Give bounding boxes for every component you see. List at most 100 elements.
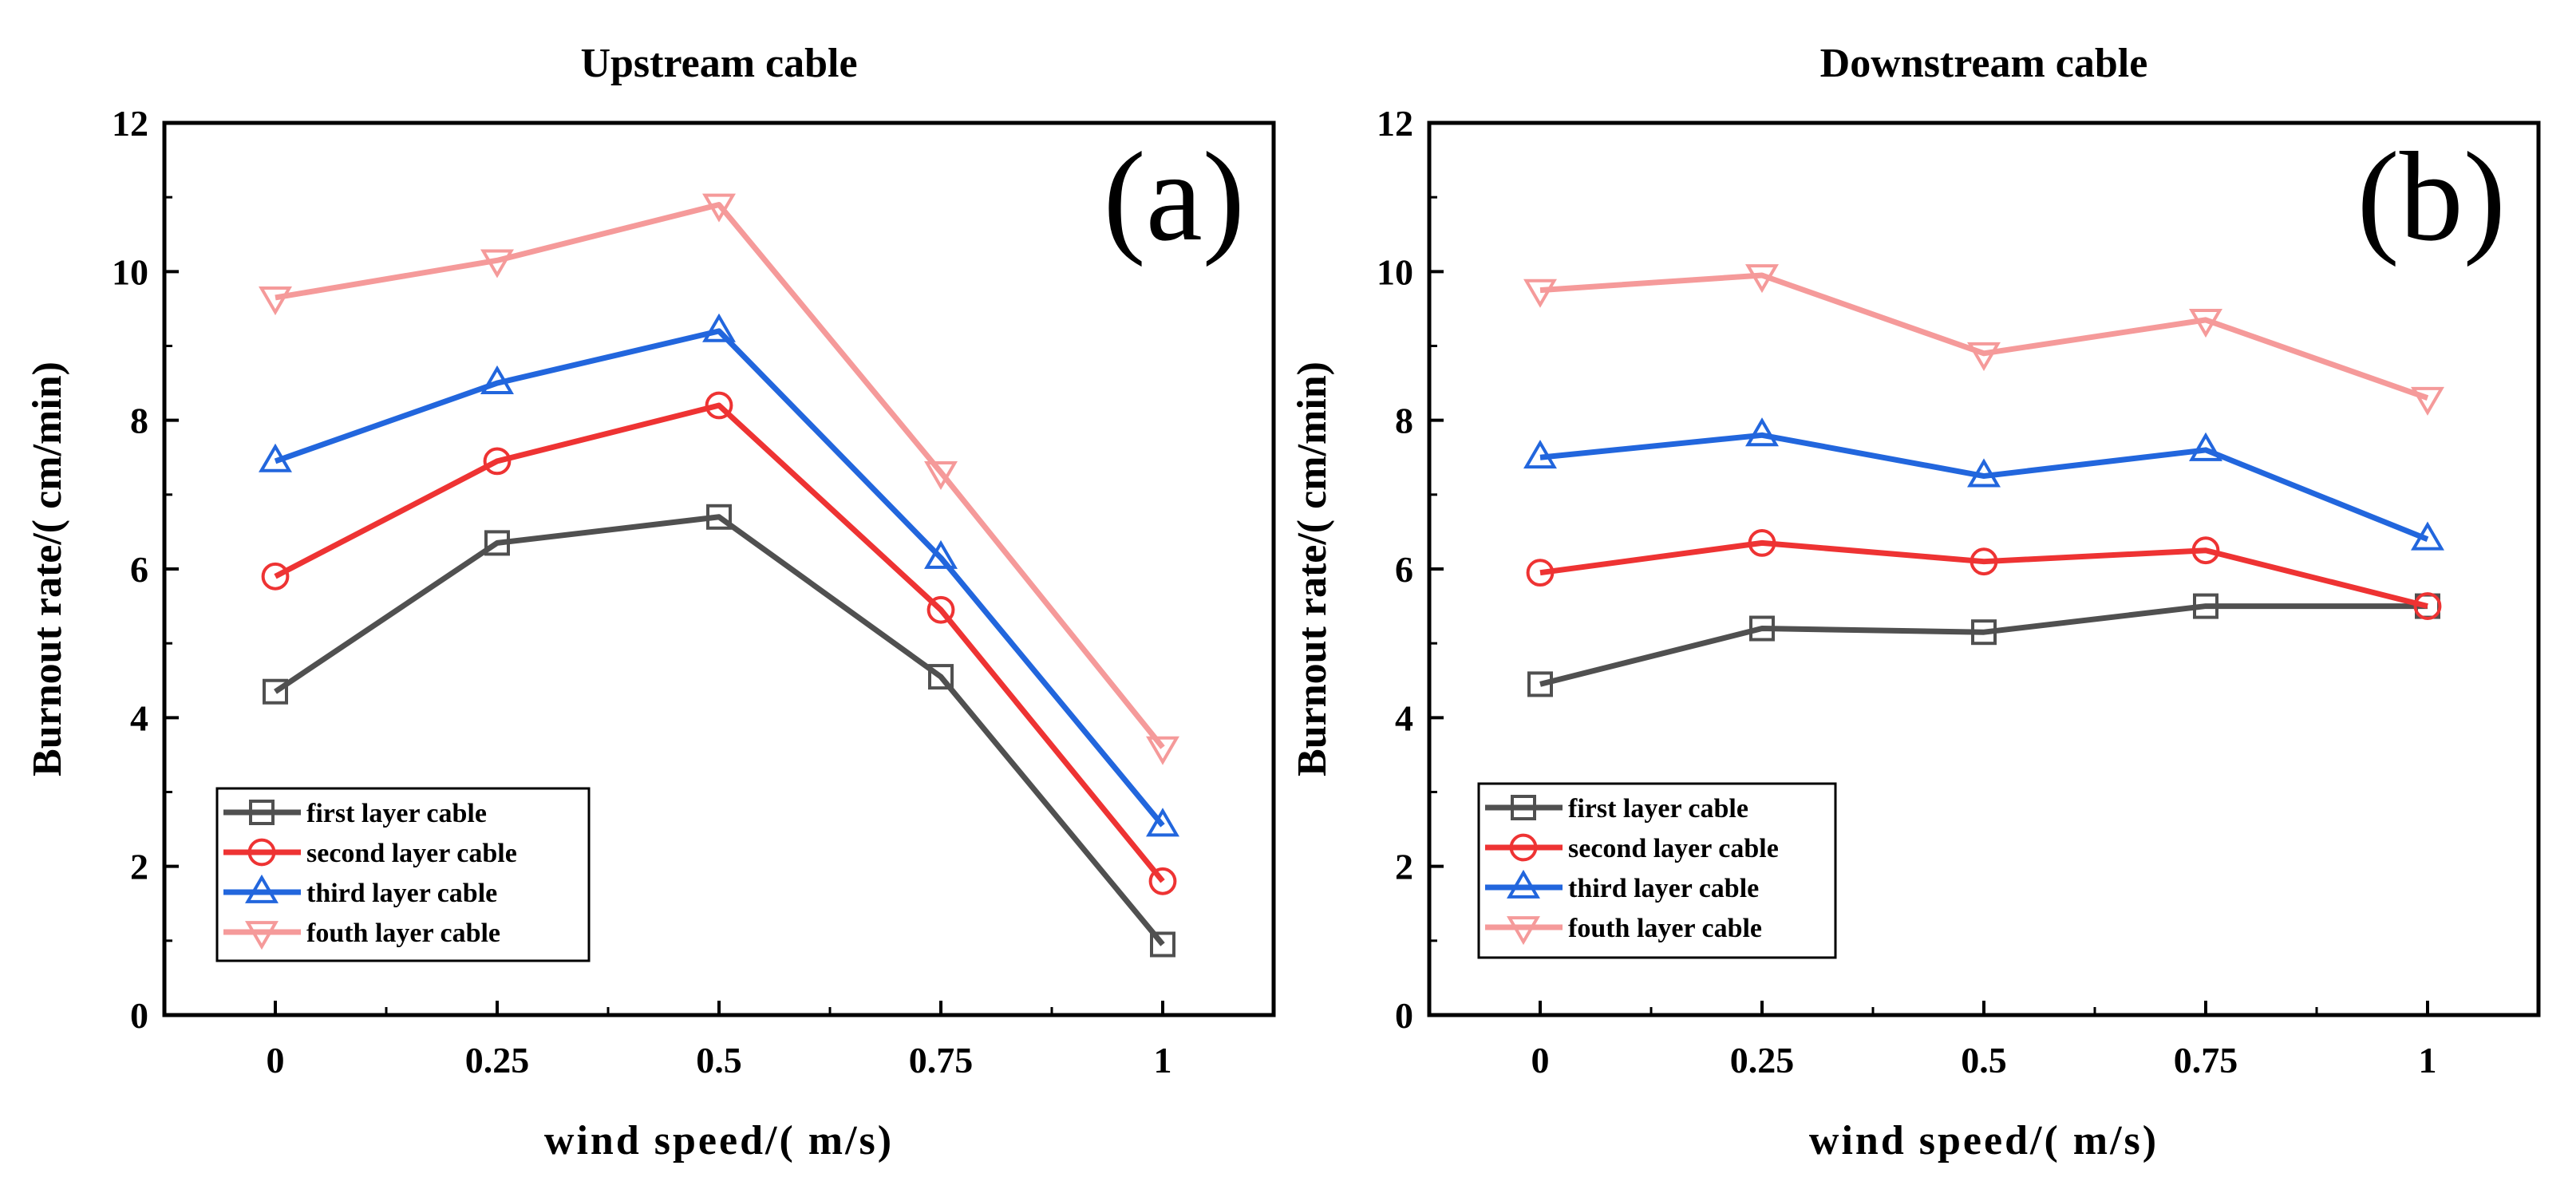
chart-title: Upstream cable: [580, 41, 857, 86]
data-point: [261, 562, 290, 591]
data-point: [2189, 432, 2222, 461]
data-point: [924, 539, 958, 569]
legend-label: first layer cable: [1568, 794, 1748, 824]
x-tick-label: 1: [2419, 1040, 2437, 1080]
legend-label: second layer cable: [1568, 834, 1779, 863]
legend-marker: [245, 874, 279, 903]
y-tick-label: 10: [112, 251, 148, 292]
data-point: [480, 365, 514, 394]
y-tick-label: 6: [130, 549, 148, 590]
legend-label: third layer cable: [1568, 874, 1759, 903]
data-point: [924, 460, 958, 491]
y-tick-label: 2: [130, 847, 148, 887]
series-line: [1539, 603, 2428, 687]
series-1: [261, 391, 1177, 895]
legend-marker: [249, 800, 275, 825]
y-tick-label: 12: [1377, 103, 1413, 144]
series-line: [1539, 539, 2428, 609]
y-tick-label: 6: [1395, 549, 1413, 590]
data-point: [2189, 308, 2222, 338]
series-2: [1523, 417, 2444, 551]
data-point: [263, 678, 288, 705]
x-tick-label: 0.25: [465, 1040, 530, 1080]
legend: first layer cable second layer cable third…: [1477, 782, 1837, 959]
series-line: [274, 328, 1165, 828]
series-line: [274, 402, 1165, 883]
series-line: [1539, 272, 2429, 401]
data-point: [702, 313, 736, 342]
y-tick-label: 8: [130, 401, 148, 441]
legend-marker: [245, 921, 279, 950]
y-tick-label: 0: [1395, 995, 1413, 1036]
legend-label: fouth layer cable: [306, 918, 500, 948]
x-tick-label: 0.5: [1961, 1040, 2007, 1080]
y-tick-label: 0: [130, 995, 148, 1036]
series-line: [1539, 432, 2429, 542]
data-point: [1745, 264, 1779, 294]
legend-marker: [1509, 833, 1538, 862]
data-point: [484, 530, 510, 556]
y-tick-label: 4: [130, 697, 148, 738]
y-tick-label: 10: [1377, 251, 1413, 292]
legend-marker: [1507, 916, 1540, 946]
panel-label: (b): [2357, 125, 2506, 267]
series-line: [274, 514, 1165, 946]
data-point: [1967, 458, 2001, 488]
data-point: [706, 504, 732, 530]
y-tick-label: 4: [1395, 697, 1413, 738]
data-point: [1523, 279, 1557, 308]
data-point: [259, 286, 292, 316]
legend-marker: [1511, 795, 1536, 820]
data-point: [1745, 417, 1779, 447]
panel-b: Downstream cable 0 2 4 6 8 10 12 0 0.25 0.5 0.75 1 wi…: [1290, 41, 2541, 1163]
series-1: [1526, 528, 2442, 620]
legend-marker: [247, 838, 276, 867]
x-axis-label: wind speed/( m/s): [544, 1118, 894, 1163]
data-point: [1523, 440, 1557, 469]
y-axis-label: Burnout rate/( cm/min): [25, 361, 70, 776]
data-point: [2411, 521, 2444, 551]
chart-title: Downstream cable: [1820, 41, 2148, 86]
data-point: [483, 447, 512, 476]
data-point: [480, 249, 514, 279]
x-tick-label: 0: [267, 1040, 285, 1080]
legend: first layer cable second layer cable third…: [215, 787, 591, 962]
data-point: [2193, 593, 2218, 619]
panel-a: Upstream cable 0 2 4 6 8 10 12 0 0.25 0.5 0.75 1 wind…: [25, 41, 1276, 1163]
data-point: [2411, 386, 2444, 416]
data-point: [1148, 867, 1177, 895]
x-tick-label: 0: [1531, 1040, 1550, 1080]
data-point: [1146, 736, 1179, 765]
data-point: [1150, 931, 1175, 958]
legend-label: third layer cable: [306, 879, 497, 908]
series-0: [1527, 593, 2440, 697]
y-tick-label: 12: [112, 103, 148, 144]
data-point: [1967, 342, 2001, 371]
x-tick-label: 0.75: [909, 1040, 974, 1080]
legend-marker: [1507, 869, 1540, 899]
data-point: [705, 391, 733, 420]
x-axis-label: wind speed/( m/s): [1809, 1118, 2159, 1163]
data-point: [1970, 547, 1998, 576]
series-3: [259, 193, 1179, 765]
x-tick-label: 0.25: [1730, 1040, 1795, 1080]
data-point: [2413, 592, 2442, 620]
data-point: [259, 443, 292, 472]
data-point: [1749, 615, 1775, 642]
series-2: [259, 313, 1179, 837]
series-0: [263, 504, 1175, 958]
data-point: [1527, 671, 1553, 697]
panel-label: (a): [1103, 125, 1245, 267]
legend-label: second layer cable: [306, 839, 517, 868]
data-point: [928, 664, 954, 690]
y-axis-label: Burnout rate/( cm/min): [1290, 361, 1335, 776]
legend-label: first layer cable: [306, 799, 487, 828]
series-line: [275, 201, 1165, 749]
data-point: [1146, 808, 1179, 837]
series-3: [1523, 264, 2444, 416]
data-point: [1748, 528, 1776, 557]
data-point: [2191, 536, 2220, 565]
data-point: [926, 595, 955, 624]
x-tick-label: 0.5: [696, 1040, 742, 1080]
